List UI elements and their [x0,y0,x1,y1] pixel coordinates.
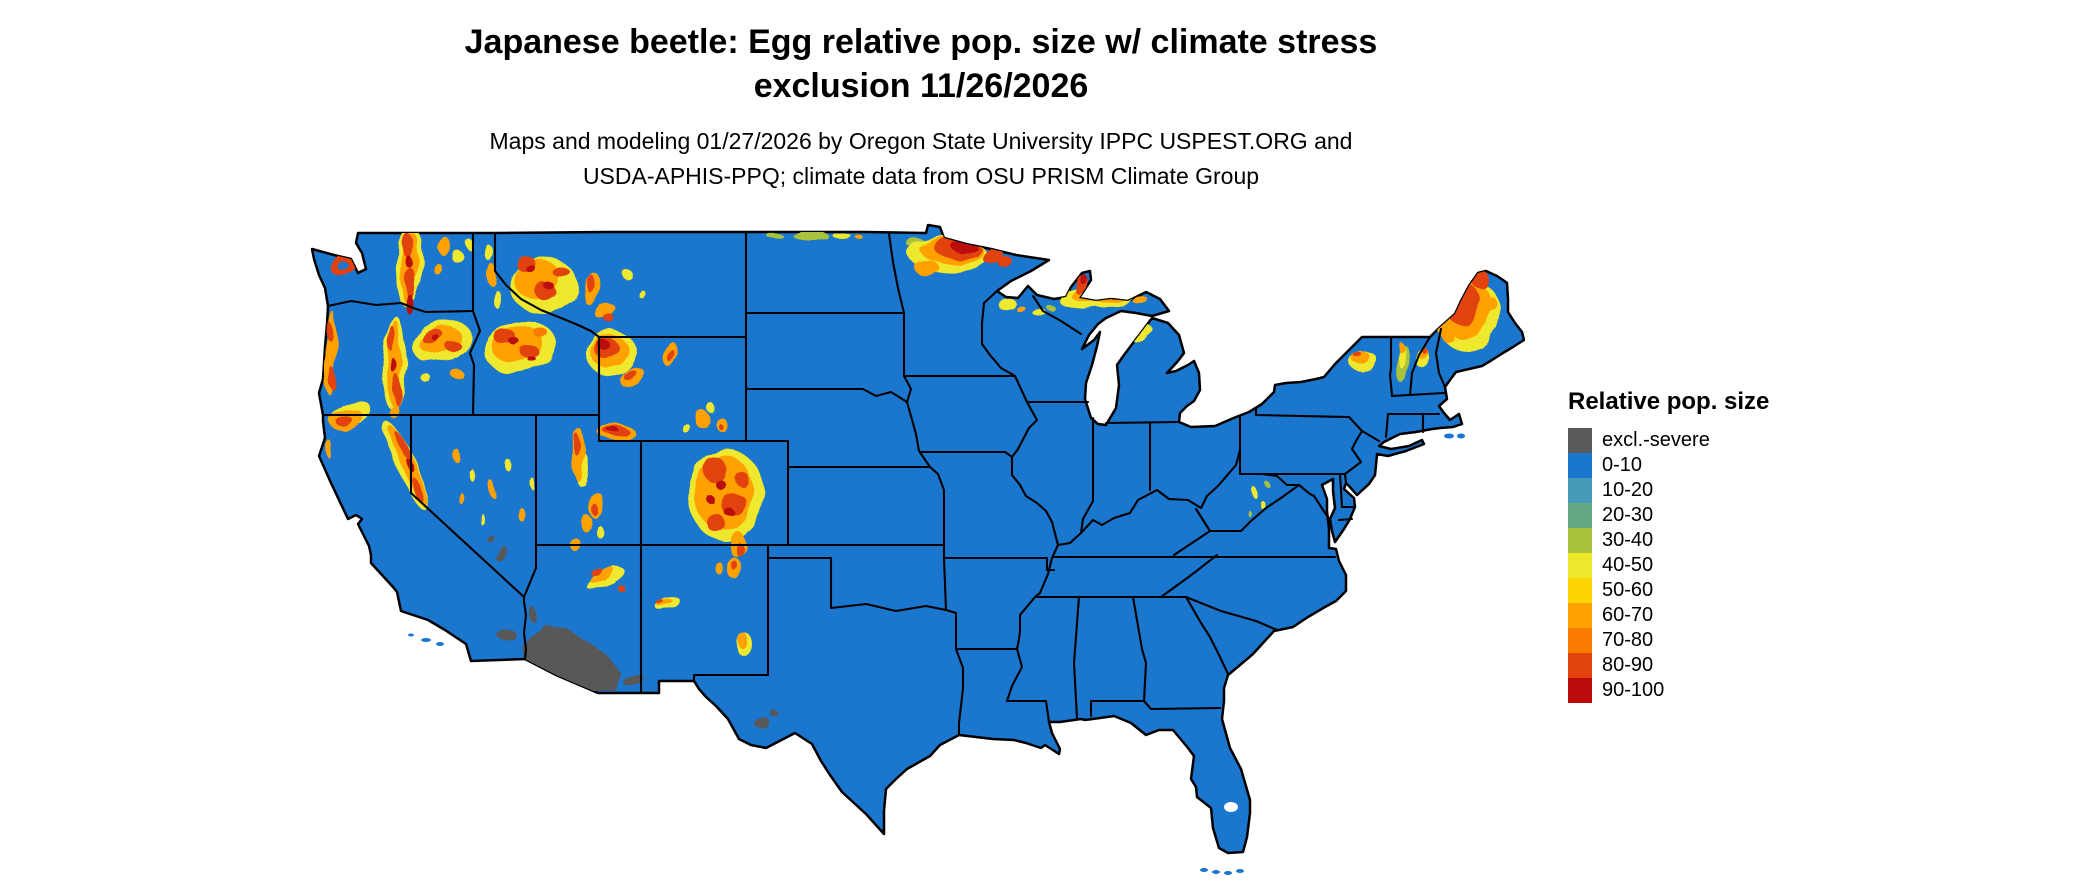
legend-item: 60-70 [1568,603,1828,628]
heat-overlay [325,228,1501,656]
legend-label: 20-30 [1602,504,1654,526]
legend-item: 90-100 [1568,678,1828,703]
legend-label: 50-60 [1602,579,1654,601]
legend-swatch [1568,678,1592,703]
legend-label: 40-50 [1602,554,1654,576]
legend-item: excl.-severe [1568,428,1828,453]
legend-title: Relative pop. size [1568,388,1770,415]
legend-swatch [1568,603,1592,628]
header: Japanese beetle: Egg relative pop. size … [0,20,1842,193]
legend-label: 90-100 [1602,679,1665,701]
islands [408,433,1465,875]
legend-items: excl.-severe 0-10 10-20 20-30 30-40 40-50 50-6… [1568,428,1828,703]
legend-item: 40-50 [1568,553,1828,578]
legend-swatch [1568,653,1592,678]
legend-label: 70-80 [1602,629,1654,651]
legend-label: 30-40 [1602,529,1654,551]
map-title-line1: Japanese beetle: Egg relative pop. size … [464,23,1378,61]
legend-swatch [1568,453,1592,478]
legend-swatch [1568,528,1592,553]
legend-item: 20-30 [1568,503,1828,528]
legend-item: 80-90 [1568,653,1828,678]
legend: Relative pop. size excl.-severe 0-10 10-20… [1568,388,1828,703]
map-subtitle-line1: Maps and modeling 01/27/2026 by Oregon S… [489,128,1353,155]
legend-swatch [1568,503,1592,528]
legend-item: 70-80 [1568,628,1828,653]
map-title-line2: exclusion 11/26/2026 [753,67,1089,106]
legend-swatch [1568,553,1592,578]
legend-swatch [1568,628,1592,653]
us-map [306,213,1528,883]
lake-okeechobee [1224,802,1238,812]
legend-swatch [1568,428,1592,453]
legend-label: excl.-severe [1602,429,1710,451]
legend-label: 80-90 [1602,654,1654,676]
legend-item: 30-40 [1568,528,1828,553]
legend-item: 50-60 [1568,578,1828,603]
legend-label: 10-20 [1602,479,1654,501]
legend-label: 0-10 [1602,454,1643,476]
map-title: Japanese beetle: Egg relative pop. size … [0,20,1842,108]
map-subtitle: Maps and modeling 01/27/2026 by Oregon S… [0,124,1842,193]
legend-swatch [1568,478,1592,503]
legend-item: 10-20 [1568,478,1828,503]
land-area [310,223,1526,855]
legend-item: 0-10 [1568,453,1828,478]
map-subtitle-line2: USDA-APHIS-PPQ; climate data from OSU PR… [582,162,1260,189]
legend-swatch [1568,578,1592,603]
state-borders [321,231,1447,737]
legend-label: 60-70 [1602,604,1654,626]
us-map-svg [310,223,1526,875]
